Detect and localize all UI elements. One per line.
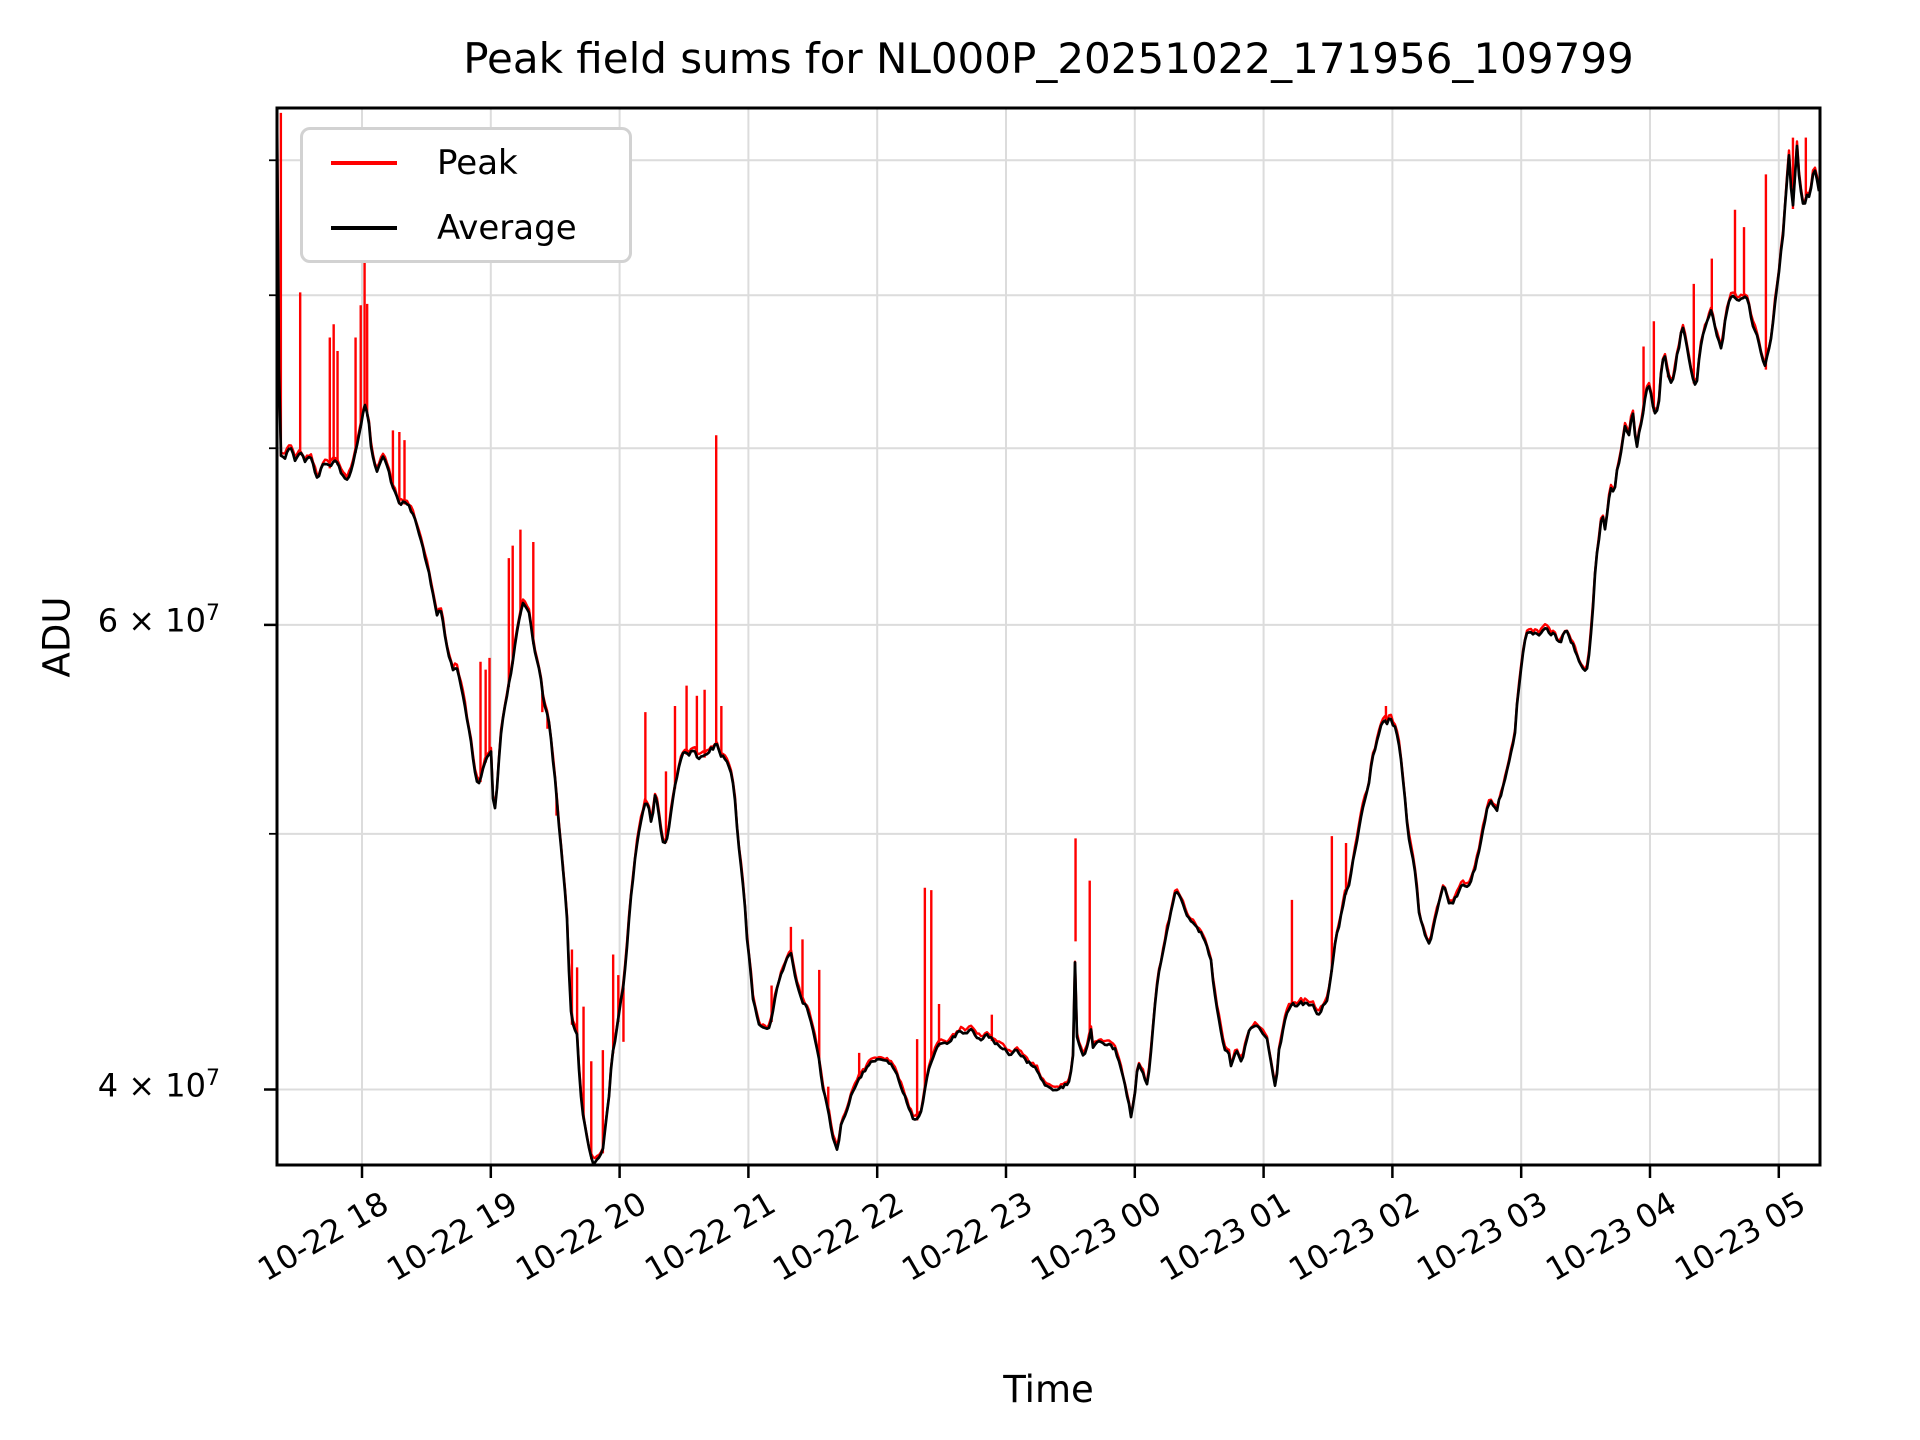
x-axis-label: Time <box>1003 1368 1094 1411</box>
legend-label-average: Average <box>437 207 577 248</box>
axes-spines <box>275 106 1822 1167</box>
y-tick-label: 4 × 107 <box>97 1065 220 1105</box>
legend-entry-peak: Peak <box>303 130 629 195</box>
average-line-swatch <box>331 225 397 230</box>
peak-line-swatch <box>331 160 397 165</box>
legend-entry-average: Average <box>303 195 629 260</box>
y-tick-label: 6 × 107 <box>97 600 220 640</box>
legend-label-peak: Peak <box>437 142 518 183</box>
average-line <box>275 112 1821 1165</box>
legend: Peak Average <box>300 127 632 263</box>
chart-title: Peak field sums for NL000P_20251022_1719… <box>463 34 1634 83</box>
